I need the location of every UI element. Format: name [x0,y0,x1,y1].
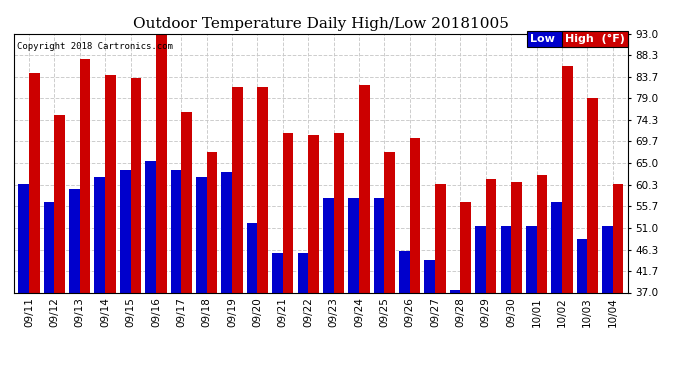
Bar [283,133,293,375]
Bar [450,290,460,375]
Bar [435,184,446,375]
Bar [247,223,257,375]
Bar [221,172,232,375]
Bar [170,170,181,375]
Text: Low  (°F): Low (°F) [530,34,586,44]
Bar [43,202,55,375]
Bar [69,189,80,375]
Title: Outdoor Temperature Daily High/Low 20181005: Outdoor Temperature Daily High/Low 20181… [133,17,509,31]
Bar [613,184,623,375]
Bar [359,85,370,375]
Bar [384,152,395,375]
Bar [232,87,243,375]
Bar [410,138,420,375]
Bar [80,59,90,375]
Bar [257,87,268,375]
Text: High  (°F): High (°F) [565,34,625,44]
Bar [500,225,511,375]
Bar [181,112,192,375]
Bar [475,225,486,375]
Bar [486,179,496,375]
Bar [156,34,166,375]
Bar [130,78,141,375]
Bar [95,177,105,375]
Bar [105,75,116,375]
Bar [272,253,283,375]
Bar [511,182,522,375]
Bar [333,133,344,375]
Bar [399,251,410,375]
Bar [29,73,40,375]
Bar [373,198,384,375]
Bar [587,99,598,375]
Text: Copyright 2018 Cartronics.com: Copyright 2018 Cartronics.com [17,42,172,51]
Bar [207,152,217,375]
Bar [323,198,333,375]
Bar [562,66,573,375]
Bar [526,225,537,375]
Bar [297,253,308,375]
Bar [196,177,207,375]
Bar [424,260,435,375]
Bar [348,198,359,375]
Bar [460,202,471,375]
Bar [308,135,319,375]
Bar [146,161,156,375]
Bar [55,115,65,375]
Bar [120,170,130,375]
Bar [602,225,613,375]
Bar [537,175,547,375]
Bar [19,184,29,375]
Bar [551,202,562,375]
Bar [577,239,587,375]
